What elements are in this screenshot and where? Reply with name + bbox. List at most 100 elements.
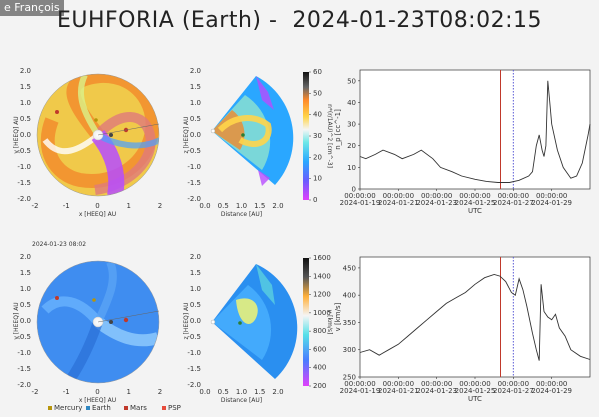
bottom-middle-ylabel: z [HEEQ] AU [183,303,190,340]
bottom-left-ytick: -1.0 [17,349,31,357]
equatorial-density-map [36,73,160,197]
top-right-xtick: 00:00:00 [459,192,490,200]
bottom-colorbar-tick: 1400 [313,272,331,280]
bottom-right-xtick: 00:00:00 [498,380,529,388]
legend-swatch-psp [162,406,166,410]
earth-marker-bottom [109,320,113,324]
top-right-xtick-date: 2024-01-23 [416,199,457,207]
top-right-ytick: 20 [347,142,356,150]
bottom-middle-ytick: -1.5 [187,365,201,373]
page-title: EUHFORIA (Earth) - 2024-01-23T08:02:15 [56,8,542,33]
bottom-left-ytick: -0.5 [17,333,31,341]
top-left-ytick: 1.5 [20,83,31,91]
top-left-xtick: -2 [32,202,39,210]
bottom-right-ytick: 250 [343,374,356,382]
top-right-xtick: 00:00:00 [536,192,567,200]
top-left-xtick: 1 [127,202,131,210]
top-left-xtick: -1 [63,202,70,210]
top-middle-ytick: 0.5 [190,115,201,123]
top-left-ytick: -0.5 [17,147,31,155]
top-right-ytick: 0 [352,186,356,194]
top-right-xtick-date: 2024-01-27 [493,199,534,207]
bottom-colorbar-tick: 800 [313,327,326,335]
bottom-middle-xlabel: Distance [AU] [221,397,262,404]
bottom-right-ytick: 450 [343,264,356,272]
top-colorbar-label: n*(r/1AU)^2 [cm^-3] [326,104,333,168]
bottom-right-xtick: 00:00:00 [459,380,490,388]
top-middle-xlabel: Distance [AU] [221,211,262,218]
bottom-middle-ytick: 2.0 [190,253,201,261]
top-colorbar-tick: 50 [313,89,322,97]
bottom-middle-xtick: 2.0 [272,388,283,396]
top-left-xtick: 0 [95,202,99,210]
top-middle-ytick: 1.5 [190,83,201,91]
top-left-ytick: 0.0 [20,131,31,139]
top-middle-ytick: 2.0 [190,67,201,75]
bottom-left-xtick: -2 [32,388,39,396]
top-middle-ylabel: z [HEEQ] AU [183,117,190,154]
bottom-left-ytick: 2.0 [20,253,31,261]
bottom-right-xtick-date: 2024-01-19 [340,387,381,395]
bottom-right-xtick: 00:00:00 [536,380,567,388]
bottom-right-xtick-date: 2024-01-27 [493,387,534,395]
top-right-xtick-date: 2024-01-25 [455,199,496,207]
top-middle-xtick: 2.0 [272,202,283,210]
top-left-xtick: 2 [158,202,162,210]
bottom-middle-ytick: -0.5 [187,333,201,341]
bottom-left-xlabel: x [HEEQ] AU [79,397,116,404]
top-middle-xtick: 0.0 [199,202,210,210]
meridional-velocity-map [210,264,298,379]
bottom-left-ytick: 0.0 [20,317,31,325]
legend-label-earth: Earth [92,404,111,412]
bottom-colorbar-tick: 200 [313,382,326,390]
bottom-middle-ytick: 0.5 [190,301,201,309]
earth-marker-top [109,133,113,137]
bottom-right-plot-frame [359,256,591,378]
bottom-left-ytick: -2.0 [17,381,31,389]
bottom-left-xtick: 1 [127,388,131,396]
top-left-ytick: -2.0 [17,195,31,203]
top-middle-ytick: -1.0 [187,163,201,171]
legend-label-mars: Mars [130,404,147,412]
bottom-left-ytick: -1.5 [17,365,31,373]
top-left-ytick: 1.0 [20,99,31,107]
bottom-left-xtick: 2 [158,388,162,396]
speaker-name-tag: e François [0,0,64,16]
top-left-ylabel: y [HEEQ] AU [13,116,20,153]
top-right-ytick: 40 [347,99,356,107]
top-right-ylabel: n_p [cc^-1] [334,109,342,150]
bottom-right-xtick: 00:00:00 [383,380,414,388]
meridional-density-map [210,76,294,186]
top-right-ytick: 10 [347,164,356,172]
legend-label-psp: PSP [168,404,181,412]
top-middle-xtick: 1.5 [254,202,265,210]
bottom-left-ytick: 0.5 [20,301,31,309]
top-colorbar-tick: 60 [313,68,322,76]
top-right-plot-frame [359,69,591,190]
top-right-xtick: 00:00:00 [344,192,375,200]
bottom-right-xtick-date: 2024-01-21 [378,387,419,395]
bottom-colorbar-tick: 1000 [313,309,331,317]
bottom-right-ytick: 350 [343,319,356,327]
top-middle-xtick: 0.5 [218,202,229,210]
bottom-colorbar-tick: 1600 [313,254,331,262]
bottom-middle-ytick: 1.0 [190,285,201,293]
top-colorbar-tick: 30 [313,132,322,140]
planet-marker-mars-bottom [55,296,59,300]
top-right-xtick: 00:00:00 [421,192,452,200]
bottom-colorbar-label: v [km/s] [326,310,333,335]
top-colorbar-tick: 0 [313,196,317,204]
top-right-xlabel: UTC [468,207,482,215]
bottom-right-series-line [359,274,591,361]
bottom-middle-xtick: 0.0 [199,388,210,396]
planet-marker-mercury-top [94,118,98,122]
top-middle-xtick: 1.0 [236,202,247,210]
bottom-middle-ytick: -1.0 [187,349,201,357]
bottom-left-xtick: 0 [95,388,99,396]
top-right-ytick: 30 [347,121,356,129]
colorbar-density [303,72,309,200]
legend-swatch-mars [124,406,128,410]
top-middle-ytick: 0.0 [190,131,201,139]
top-middle-ytick: -0.5 [187,147,201,155]
bottom-left-ytick: 1.0 [20,285,31,293]
